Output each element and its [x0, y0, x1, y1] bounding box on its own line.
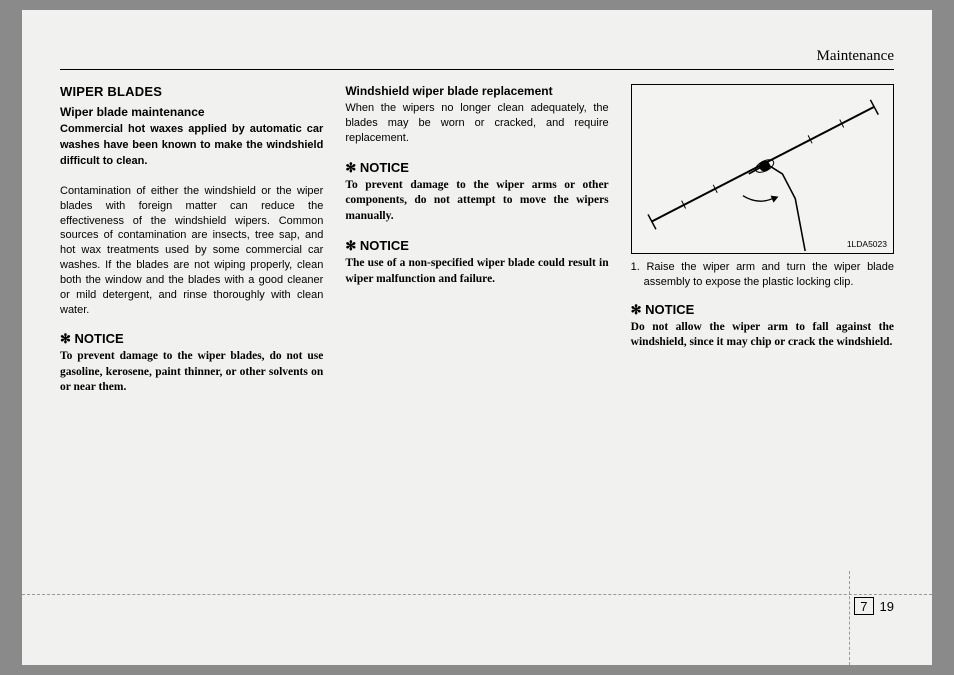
notice-heading: ✻ NOTICE: [60, 331, 323, 347]
chapter-title: Maintenance: [817, 48, 894, 64]
notice-body: To prevent damage to the wiper arms or o…: [345, 178, 608, 225]
column-1: WIPER BLADES Wiper blade maintenance Com…: [60, 84, 323, 410]
subsection-title: Windshield wiper blade replacement: [345, 84, 608, 99]
body-paragraph: Contamination of either the windshield o…: [60, 184, 323, 318]
wiper-figure: 1LDA5023: [631, 84, 894, 254]
notice-label: NOTICE: [360, 238, 409, 253]
figure-code: 1LDA5023: [847, 239, 887, 249]
crop-mark-horizontal: [22, 594, 932, 595]
star-icon: ✻: [345, 238, 360, 253]
notice-body: To prevent damage to the wiper blades, d…: [60, 349, 323, 396]
notice-label: NOTICE: [645, 302, 694, 317]
star-icon: ✻: [345, 160, 360, 175]
crop-mark-vertical: [849, 571, 850, 665]
intro-paragraph: Commercial hot waxes applied by automati…: [60, 122, 323, 170]
page-number: 19: [880, 599, 894, 614]
page-footer: 7 19: [854, 597, 894, 615]
notice-body: Do not allow the wiper arm to fall again…: [631, 320, 894, 351]
wiper-diagram-svg: [632, 85, 893, 253]
chapter-header: Maintenance: [60, 48, 894, 70]
notice-heading: ✻ NOTICE: [631, 302, 894, 318]
chapter-number: 7: [854, 597, 873, 615]
star-icon: ✻: [60, 331, 75, 346]
notice-label: NOTICE: [75, 331, 124, 346]
notice-heading: ✻ NOTICE: [345, 238, 608, 254]
content-columns: WIPER BLADES Wiper blade maintenance Com…: [60, 84, 894, 410]
subsection-title: Wiper blade maintenance: [60, 105, 323, 120]
section-title: WIPER BLADES: [60, 84, 323, 99]
column-2: Windshield wiper blade replacement When …: [345, 84, 608, 410]
body-paragraph: When the wipers no longer clean adequate…: [345, 101, 608, 146]
notice-body: The use of a non-specified wiper blade c…: [345, 256, 608, 287]
column-3: 1LDA5023 1. Raise the wiper arm and turn…: [631, 84, 894, 410]
star-icon: ✻: [631, 302, 646, 317]
notice-heading: ✻ NOTICE: [345, 160, 608, 176]
notice-label: NOTICE: [360, 160, 409, 175]
manual-page: Maintenance WIPER BLADES Wiper blade mai…: [22, 10, 932, 665]
step-text: 1. Raise the wiper arm and turn the wipe…: [631, 260, 894, 290]
